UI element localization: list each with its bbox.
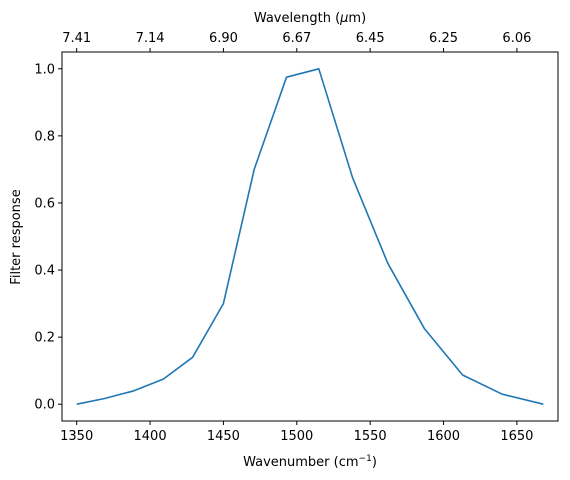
- y-axis-label: Filter response: [9, 189, 24, 284]
- plot-frame: [61, 51, 559, 422]
- x-tick-label: 1450: [207, 429, 240, 444]
- y-tick-label: 0.4: [34, 264, 55, 279]
- top-tick-label: 6.06: [502, 31, 531, 46]
- top-tick-label: 6.45: [356, 31, 385, 46]
- y-tick-label: 0.6: [34, 196, 55, 211]
- top-tick-label: 7.14: [136, 31, 165, 46]
- top-tick-label: 7.41: [62, 31, 91, 46]
- x-tick-label: 1400: [134, 429, 167, 444]
- y-tick-label: 0.0: [34, 398, 55, 413]
- series-line-layer: [76, 68, 544, 405]
- x-axis-top: 7.41 7.14 6.90 6.67 6.45 6.25 6.06: [62, 31, 531, 52]
- x-tick-label: 1550: [354, 429, 387, 444]
- x-tick-label: 1500: [280, 429, 313, 444]
- y-axis: 0.0 0.2 0.4 0.6 0.8 1.0: [34, 62, 62, 413]
- series-line-0: [76, 68, 544, 405]
- x-tick-label: 1650: [500, 429, 533, 444]
- top-axis-label: Wavelength (μm): [254, 11, 366, 26]
- y-tick-label: 0.8: [34, 129, 55, 144]
- plot-area: [61, 51, 559, 422]
- y-tick-label: 0.2: [34, 331, 55, 346]
- top-tick-label: 6.25: [429, 31, 458, 46]
- x-axis-label-superscript: −1: [359, 454, 372, 464]
- top-tick-label: 6.67: [282, 31, 311, 46]
- x-tick-label: 1350: [60, 429, 93, 444]
- x-axis-label: Wavenumber (cm−1): [243, 454, 377, 470]
- top-tick-label: 6.90: [209, 31, 238, 46]
- x-tick-label: 1600: [427, 429, 460, 444]
- y-tick-label: 1.0: [34, 62, 55, 77]
- x-axis-bottom: 1350 1400 1450 1500 1550 1600 1650: [60, 421, 533, 444]
